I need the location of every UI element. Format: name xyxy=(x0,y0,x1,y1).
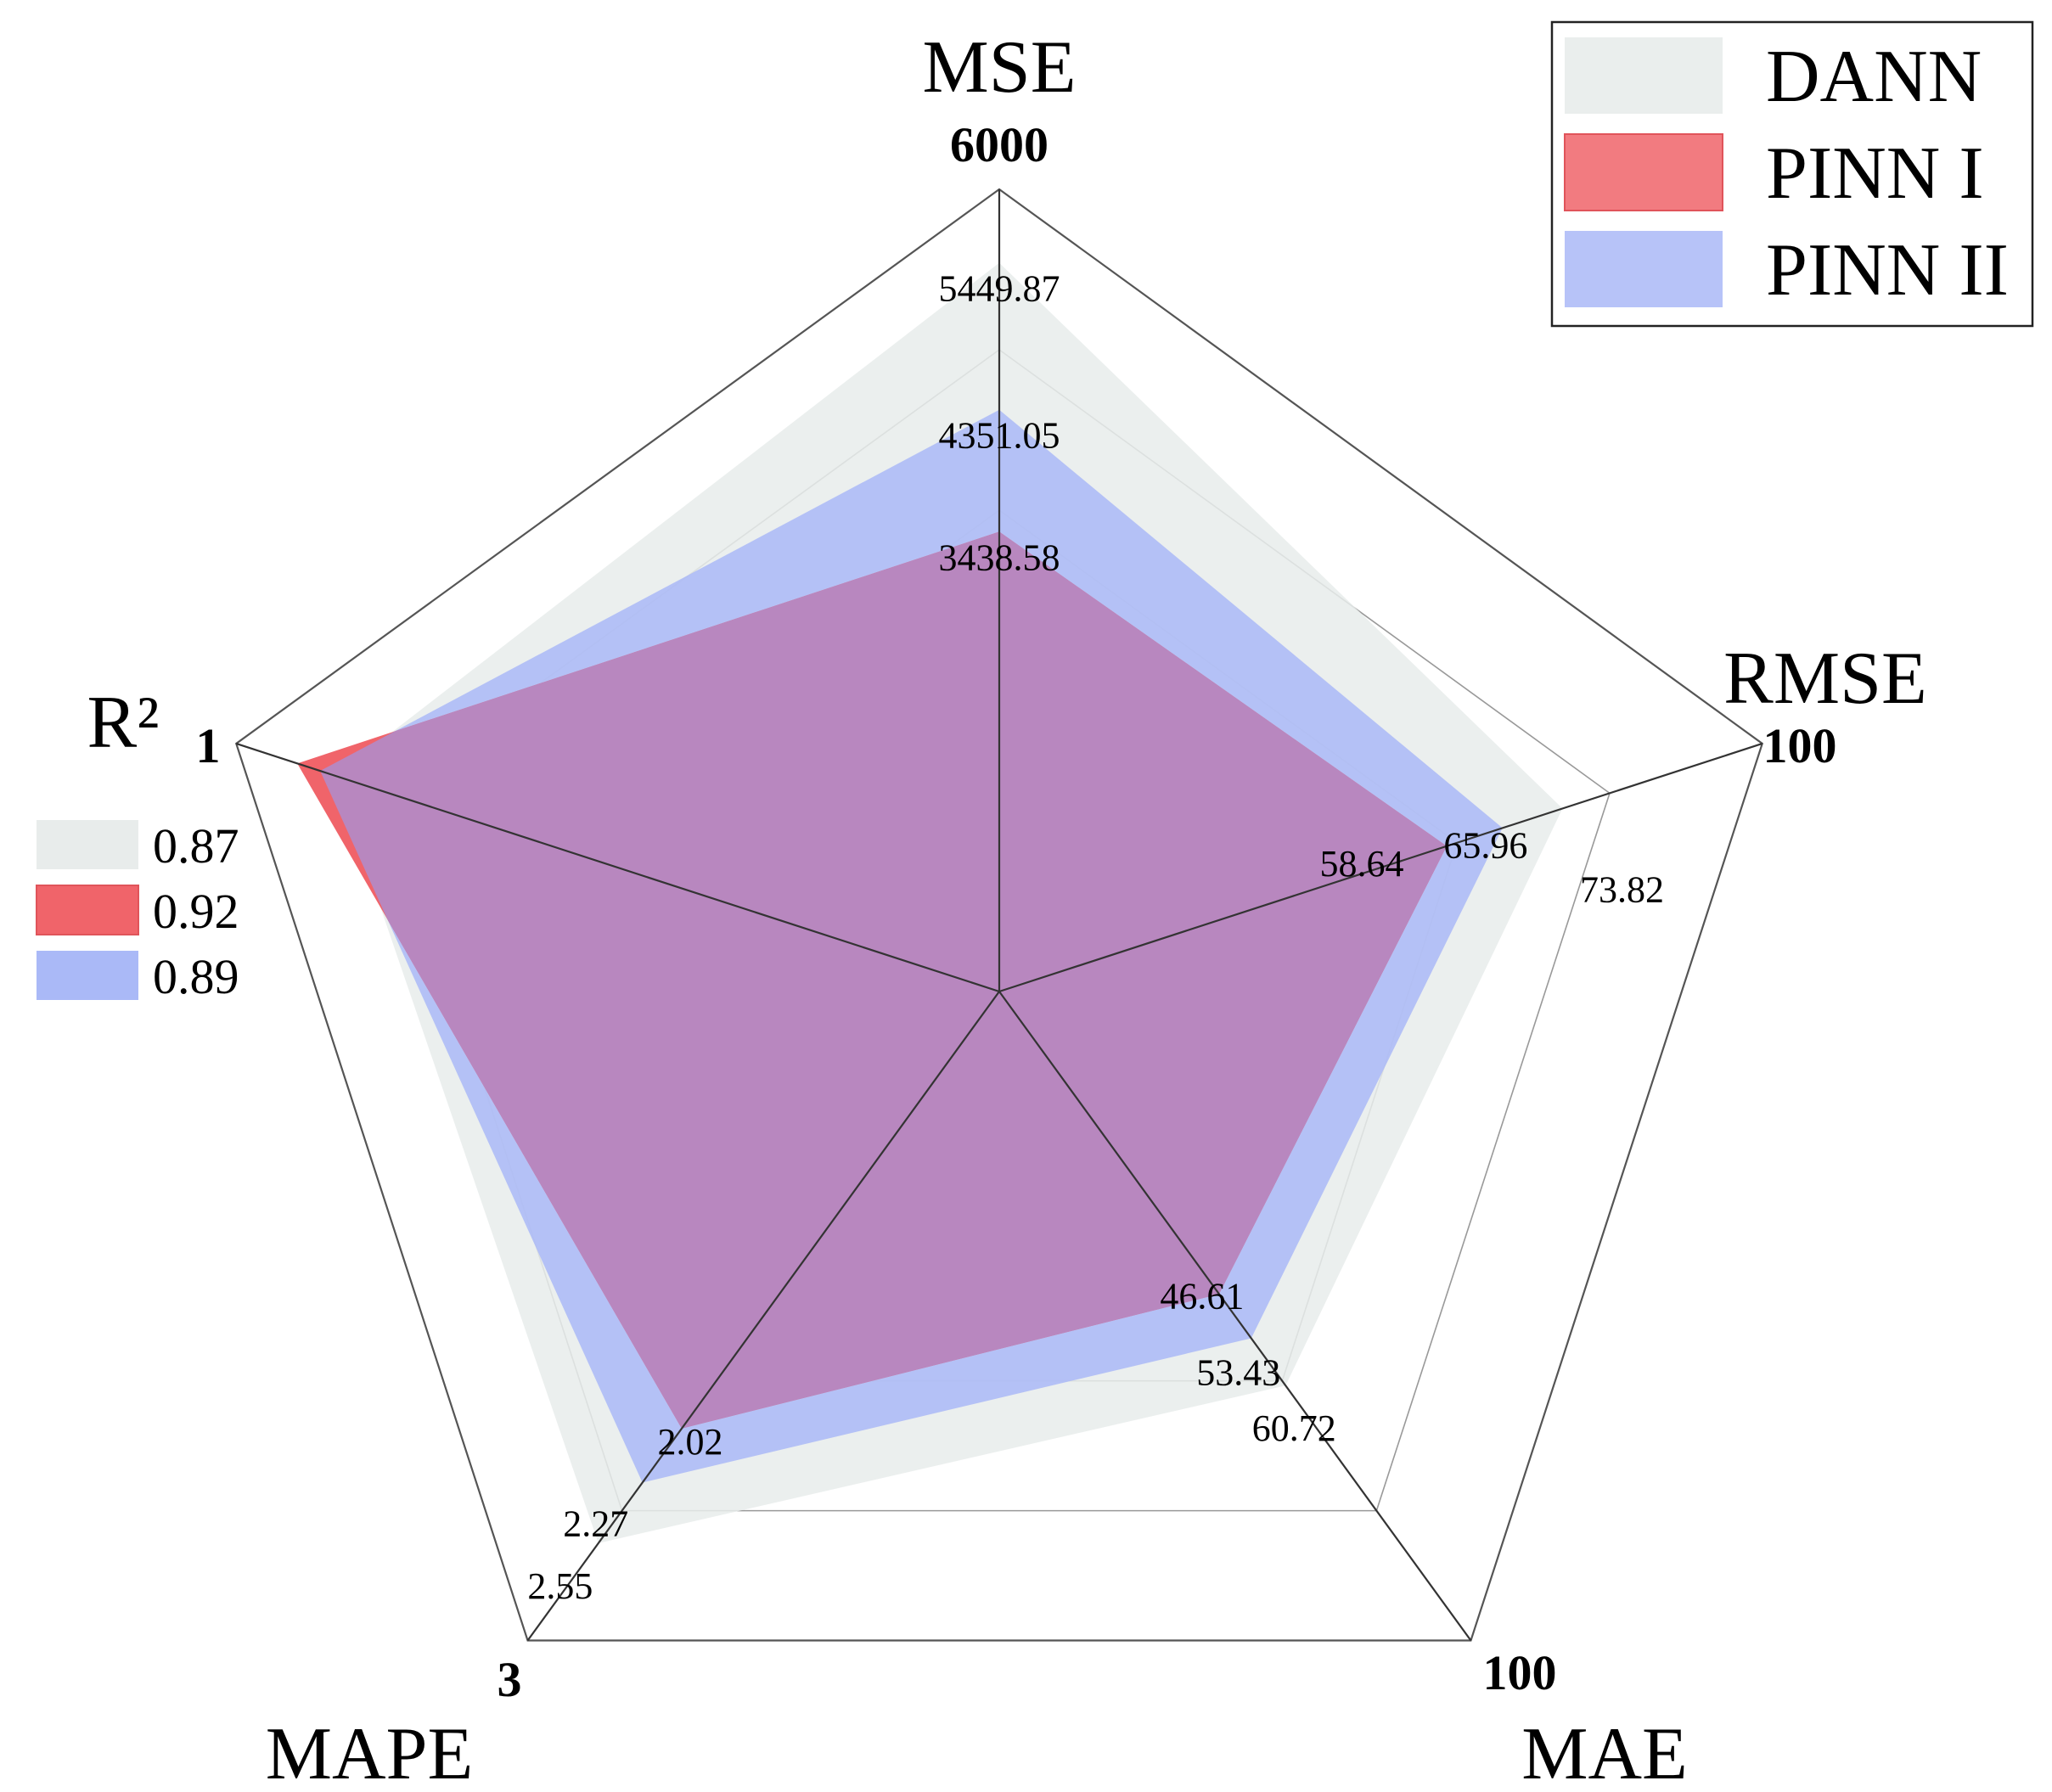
value-label-pinn-i-3: 2.02 xyxy=(657,1421,722,1463)
axis-title-2: MAE xyxy=(1521,1713,1688,1792)
legend: DANN PINN I PINN II xyxy=(1550,20,2034,328)
radar-series xyxy=(297,262,1563,1543)
legend-swatch-2 xyxy=(1565,231,1723,307)
legend-label-2: PINN II xyxy=(1766,229,2009,312)
r2-value-1: 0.92 xyxy=(153,884,239,939)
legend-label-1: PINN I xyxy=(1766,132,1984,215)
axis-max-label-4: 1 xyxy=(196,718,221,773)
axis-spoke-2 xyxy=(998,991,1472,1642)
legend-swatch-0 xyxy=(1565,37,1723,114)
r2-value-2: 0.89 xyxy=(153,949,239,1004)
legend-label-0: DANN xyxy=(1766,36,1982,118)
value-label-dann-3: 2.55 xyxy=(527,1565,593,1607)
value-label-pinn-i-0: 3438.58 xyxy=(939,536,1060,578)
value-label-pinn-i-2: 46.61 xyxy=(1160,1275,1244,1317)
axis-title-4: R² xyxy=(87,682,159,764)
axis-title-0: MSE xyxy=(923,26,1077,109)
value-label-dann-0: 5449.87 xyxy=(939,268,1060,310)
axis-spoke-4 xyxy=(235,742,1000,993)
value-label-pinn-ii-3: 2.27 xyxy=(563,1503,628,1544)
axis-spoke-1 xyxy=(998,742,1763,993)
axis-max-label-0: 6000 xyxy=(950,117,1048,172)
r2-value-legend: 0.87 0.92 0.89 xyxy=(36,818,239,1004)
value-label-pinn-i-1: 58.64 xyxy=(1320,843,1404,885)
axis-title-3: MAPE xyxy=(266,1713,474,1792)
axis-max-label-2: 100 xyxy=(1483,1645,1557,1700)
axis-spoke-3 xyxy=(526,991,1000,1642)
value-labels: 5449.87 73.82 60.72 2.55 4351.05 65.96 53.43 2.… xyxy=(527,268,1664,1607)
series-overlap-area xyxy=(320,531,1448,1429)
value-label-dann-2: 60.72 xyxy=(1252,1407,1336,1449)
r2-swatch-0 xyxy=(37,820,138,869)
axis-max-label-3: 3 xyxy=(498,1652,522,1707)
grid-ring-5 xyxy=(234,188,1764,1642)
legend-swatch-1 xyxy=(1564,133,1723,211)
axis-max-label-1: 100 xyxy=(1763,718,1837,773)
value-label-pinn-ii-1: 65.96 xyxy=(1443,824,1527,866)
r2-value-0: 0.87 xyxy=(153,818,239,874)
r2-swatch-2 xyxy=(37,951,138,1000)
value-label-dann-1: 73.82 xyxy=(1580,868,1664,910)
value-label-pinn-ii-2: 53.43 xyxy=(1196,1351,1280,1393)
axis-title-1: RMSE xyxy=(1723,638,1927,720)
r2-swatch-1 xyxy=(36,885,139,935)
value-label-pinn-ii-0: 4351.05 xyxy=(939,415,1060,457)
